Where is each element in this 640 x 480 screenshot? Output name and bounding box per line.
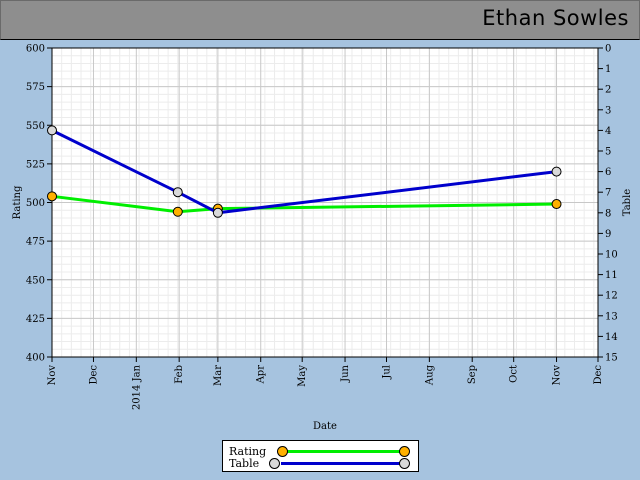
data-point-table xyxy=(172,187,183,198)
y2-tick-label: 6 xyxy=(605,167,611,178)
x-tick-label: Mar xyxy=(213,365,224,386)
legend-label-rating: Rating xyxy=(229,445,267,458)
series-line-table xyxy=(51,129,557,215)
x-tick-label: 2014 Jan xyxy=(131,364,142,410)
x-tick-label: Oct xyxy=(509,365,520,383)
y2-tick-label: 2 xyxy=(605,85,611,96)
series-line-rating xyxy=(51,194,557,214)
data-point-table xyxy=(551,166,562,177)
x-tick-label: Jul xyxy=(382,365,393,380)
y2-tick-label: 9 xyxy=(605,229,611,240)
y2-tick-label: 11 xyxy=(605,270,618,281)
legend-marker-table-start xyxy=(269,458,280,469)
y2-tick-label: 15 xyxy=(605,353,618,364)
legend-line-rating xyxy=(281,450,403,453)
data-point-rating xyxy=(47,191,57,202)
legend: Rating Table xyxy=(222,440,419,472)
y2-tick-label: 0 xyxy=(605,44,611,55)
y2-axis-label: Table xyxy=(622,189,633,216)
y-tick-label: 600 xyxy=(26,44,45,55)
x-tick-label: Dec xyxy=(88,365,99,385)
legend-item-rating: Rating xyxy=(229,445,410,458)
x-tick-label: Nov xyxy=(552,365,563,386)
x-tick-label: Apr xyxy=(256,365,267,385)
y2-tick-label: 10 xyxy=(605,250,618,261)
x-tick-label: Sep xyxy=(467,365,478,384)
legend-label-table: Table xyxy=(229,457,260,470)
y2-tick-label: 1 xyxy=(605,64,611,75)
y2-tick-label: 3 xyxy=(605,105,611,116)
legend-marker-table-end xyxy=(399,458,410,469)
data-point-rating xyxy=(172,206,183,217)
x-tick-label: Aug xyxy=(424,364,435,386)
x-tick-label: May xyxy=(297,365,308,387)
y-tick-label: 400 xyxy=(26,353,45,364)
x-tick-label: Jun xyxy=(340,364,351,382)
y2-tick-label: 7 xyxy=(605,188,611,199)
y-tick-label: 500 xyxy=(26,198,45,209)
y-tick-label: 450 xyxy=(26,275,45,286)
x-tick-label: Feb xyxy=(174,365,185,384)
y-tick-label: 525 xyxy=(26,159,45,170)
legend-marker-rating-start xyxy=(277,446,288,457)
legend-line-table xyxy=(281,462,403,465)
plot-border xyxy=(51,47,599,358)
data-point-table xyxy=(212,207,223,218)
header-bar: Ethan Sowles xyxy=(0,0,640,40)
x-tick-label: Dec xyxy=(593,365,604,385)
y2-tick-label: 8 xyxy=(605,208,611,219)
y2-tick-label: 4 xyxy=(605,126,611,137)
y-tick-label: 425 xyxy=(26,314,45,325)
data-point-table xyxy=(47,125,57,136)
y2-tick-label: 13 xyxy=(605,311,618,322)
y-tick-label: 550 xyxy=(26,121,45,132)
y2-tick-label: 12 xyxy=(605,291,618,302)
y-tick-label: 575 xyxy=(26,82,45,93)
y2-tick-label: 14 xyxy=(605,332,618,343)
legend-item-table: Table xyxy=(229,457,410,470)
player-name: Ethan Sowles xyxy=(482,6,629,30)
x-tick-label: Nov xyxy=(47,365,58,386)
data-point-rating xyxy=(551,199,562,210)
y2-tick-label: 5 xyxy=(605,147,611,158)
y-axis-label: Rating xyxy=(12,185,23,219)
legend-marker-rating-end xyxy=(399,446,410,457)
x-axis-label: Date xyxy=(313,421,337,432)
y-tick-label: 475 xyxy=(26,237,45,248)
